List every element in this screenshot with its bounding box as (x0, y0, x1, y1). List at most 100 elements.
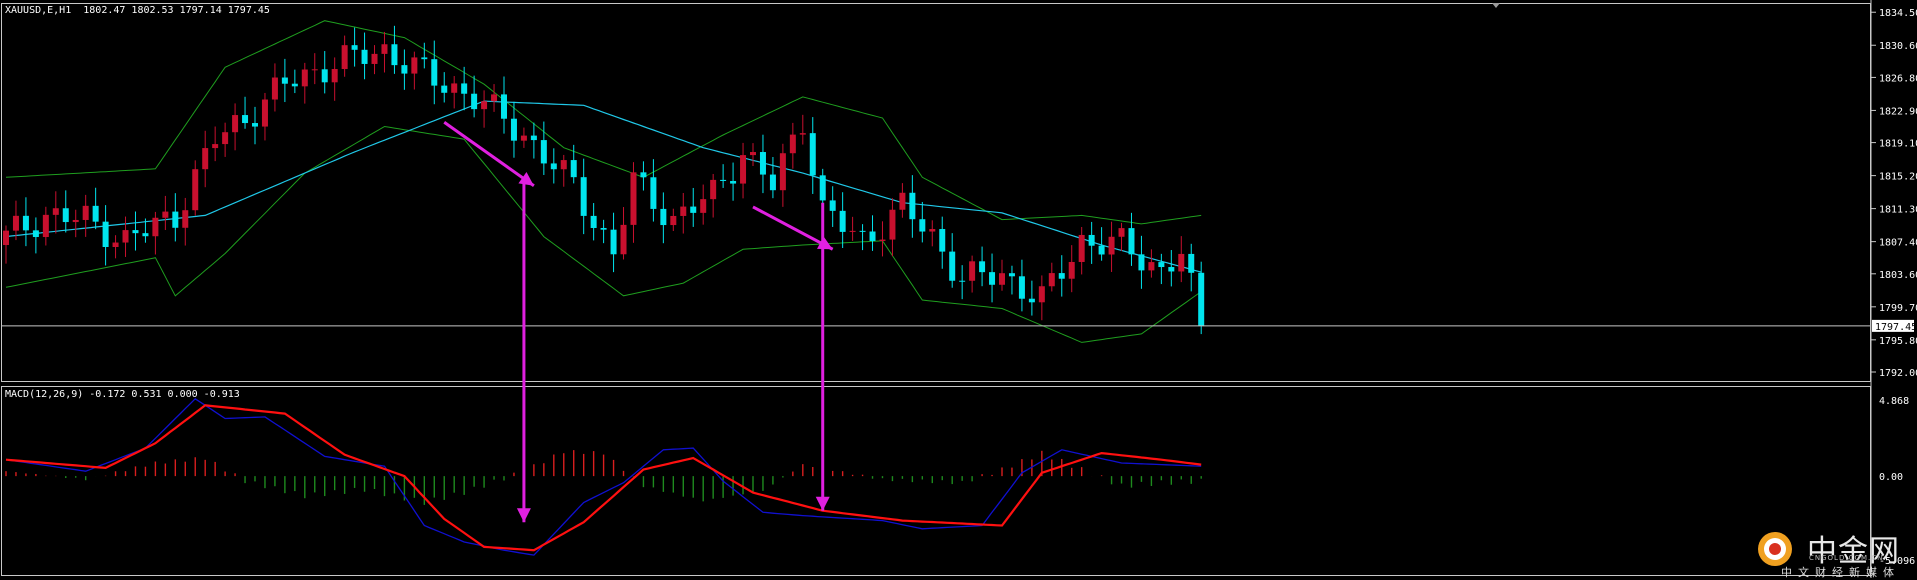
candle-body (959, 280, 966, 282)
candle-body (421, 57, 428, 60)
candle-body (889, 209, 896, 240)
candle-body (451, 83, 458, 93)
price-layer (2, 20, 1871, 343)
candle-body (3, 230, 9, 246)
candle-body (411, 57, 418, 74)
last-price-tag (1872, 319, 1914, 332)
candle-body (391, 44, 398, 66)
last-price-label: 1797.45 (1875, 322, 1917, 333)
candle-body (989, 272, 996, 285)
candle-body (301, 69, 308, 87)
candle-body (909, 192, 916, 220)
bollinger-upper-line (5, 20, 1202, 225)
trend-arrow-head (817, 236, 833, 250)
candle-body (750, 152, 756, 156)
candle-body (182, 210, 189, 228)
candle-body (252, 123, 258, 127)
candle-body (740, 155, 747, 184)
candle-body (769, 174, 776, 191)
candle-body (779, 153, 786, 191)
candle-body (620, 224, 627, 255)
price-tick-label: 1819.10 (1879, 139, 1917, 150)
candle-body (670, 215, 677, 226)
cngold-logo-icon (1758, 532, 1792, 566)
price-tick-label: 1799.70 (1879, 303, 1917, 314)
trend-arrow-head (518, 171, 534, 186)
candle-body (1028, 298, 1035, 303)
trend-arrow (443, 121, 535, 187)
candle-body (441, 85, 448, 93)
candle-body (212, 144, 219, 149)
macd-panel-header: MACD(12,26,9) -0.172 0.531 0.000 -0.913 (5, 389, 240, 400)
candle-body (859, 230, 866, 232)
candle-body (919, 219, 926, 232)
candle-body (481, 101, 488, 110)
axis-layer: 1797.45 1834.50 1830.60 1826.80 1822.90 1819.… (1871, 8, 1917, 567)
candle-body (1158, 262, 1165, 268)
candle-body (1128, 228, 1135, 255)
candle-body (92, 205, 99, 222)
candle-body (879, 239, 886, 241)
candle-body (341, 45, 348, 70)
candle-body (829, 200, 836, 211)
candle-body (590, 215, 597, 228)
candle-body (839, 210, 846, 232)
candle-body (321, 69, 328, 83)
candle-body (152, 217, 159, 237)
candle-body (291, 83, 298, 87)
candle-body (570, 160, 577, 178)
candle-body (580, 177, 587, 216)
candle-body (1118, 228, 1125, 237)
candle-body (361, 49, 368, 64)
candle-body (1018, 276, 1025, 299)
candle-body (510, 118, 517, 141)
candle-body (540, 140, 547, 164)
candle-body (530, 135, 537, 141)
candle-body (869, 231, 876, 241)
candle-body (1148, 262, 1155, 271)
candle-body (1048, 273, 1055, 287)
candle-body (969, 261, 976, 281)
bollinger-lower-line (5, 125, 1202, 343)
candle-body (381, 44, 388, 54)
macd-tick-label: 0.00 (1879, 472, 1903, 483)
candle-body (232, 115, 239, 133)
shift-marker-icon (1492, 3, 1500, 8)
annotation-layer (443, 121, 834, 523)
candle-body (640, 172, 647, 178)
candle-body (62, 208, 69, 223)
candle-body (759, 152, 766, 175)
price-tick-label: 1792.00 (1879, 368, 1917, 379)
candle-body (431, 59, 438, 86)
candle-body (1108, 236, 1115, 255)
price-tick-label: 1811.30 (1879, 205, 1917, 216)
candle-body (491, 94, 498, 102)
price-tick-label: 1830.60 (1879, 41, 1917, 52)
candle-body (610, 229, 617, 255)
candle-body (1058, 273, 1065, 279)
candle-body (401, 65, 408, 74)
candle-body (32, 230, 39, 238)
candle-body (42, 214, 49, 238)
candle-body (52, 208, 59, 215)
candle-body (789, 134, 796, 154)
candle-body (690, 206, 697, 213)
candle-body (172, 211, 179, 228)
candle-body (1178, 253, 1185, 272)
candle-body (1098, 245, 1105, 255)
price-tick-label: 1807.40 (1879, 238, 1917, 249)
candle-body (949, 251, 956, 281)
macd-tick-label: 4.868 (1879, 396, 1909, 407)
candle-body (261, 99, 268, 127)
watermark: 中金网 CNGOLD.COM.CN 中文财经新媒体 (1745, 524, 1905, 579)
price-tick-label: 1815.20 (1879, 172, 1917, 183)
candle-body (351, 45, 358, 50)
candle-body (192, 169, 199, 211)
candle-body (939, 229, 946, 252)
candle-body (979, 261, 986, 273)
candle-body (1198, 272, 1205, 326)
candle-body (809, 133, 816, 176)
candle-body (1078, 234, 1085, 262)
